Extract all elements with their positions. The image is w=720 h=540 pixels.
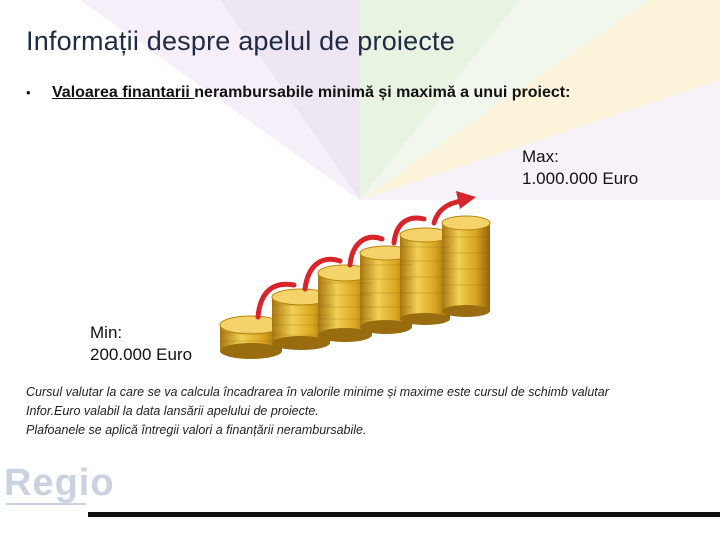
- note-line-2: Infor.Euro valabil la data lansării apel…: [26, 404, 319, 418]
- note-line-3: Plafoanele se aplică întregii valori a f…: [26, 423, 367, 437]
- regio-logo-icon: Regio: [4, 462, 115, 504]
- coin-stack-6: [441, 215, 491, 317]
- min-label-amount: 200.000 Euro: [90, 345, 193, 364]
- note-line-1: Cursul valutar la care se va calcula înc…: [26, 385, 609, 399]
- max-label-amount: 1.000.000 Euro: [522, 169, 639, 188]
- bullet-item: • Valoarea finantarii nerambursabile min…: [26, 84, 570, 102]
- slide-title: Informații despre apelul de proiecte: [26, 26, 455, 56]
- min-label-heading: Min:: [90, 323, 123, 342]
- bullet-marker: •: [26, 85, 31, 100]
- arrow-head-icon: [456, 191, 476, 209]
- bullet-text-underlined: Valoarea finantarii: [52, 84, 195, 101]
- coin-stacks-with-rising-arrow-icon: [219, 191, 491, 359]
- coin-edge-lines: [220, 236, 490, 342]
- max-label-heading: Max:: [522, 147, 559, 166]
- max-value-label: Max: 1.000.000 Euro: [522, 146, 638, 190]
- logo-underline: [6, 503, 86, 505]
- coin-stack-1: [219, 315, 283, 359]
- bullet-text-rest: nerambursabile minimă și maximă a unui p…: [194, 84, 571, 101]
- footer-divider: [88, 512, 720, 517]
- exchange-rate-note: Cursul valutar la care se va calcula înc…: [26, 383, 716, 440]
- min-value-label: Min: 200.000 Euro: [90, 322, 192, 366]
- bullet-text: Valoarea finantarii nerambursabile minim…: [52, 84, 570, 102]
